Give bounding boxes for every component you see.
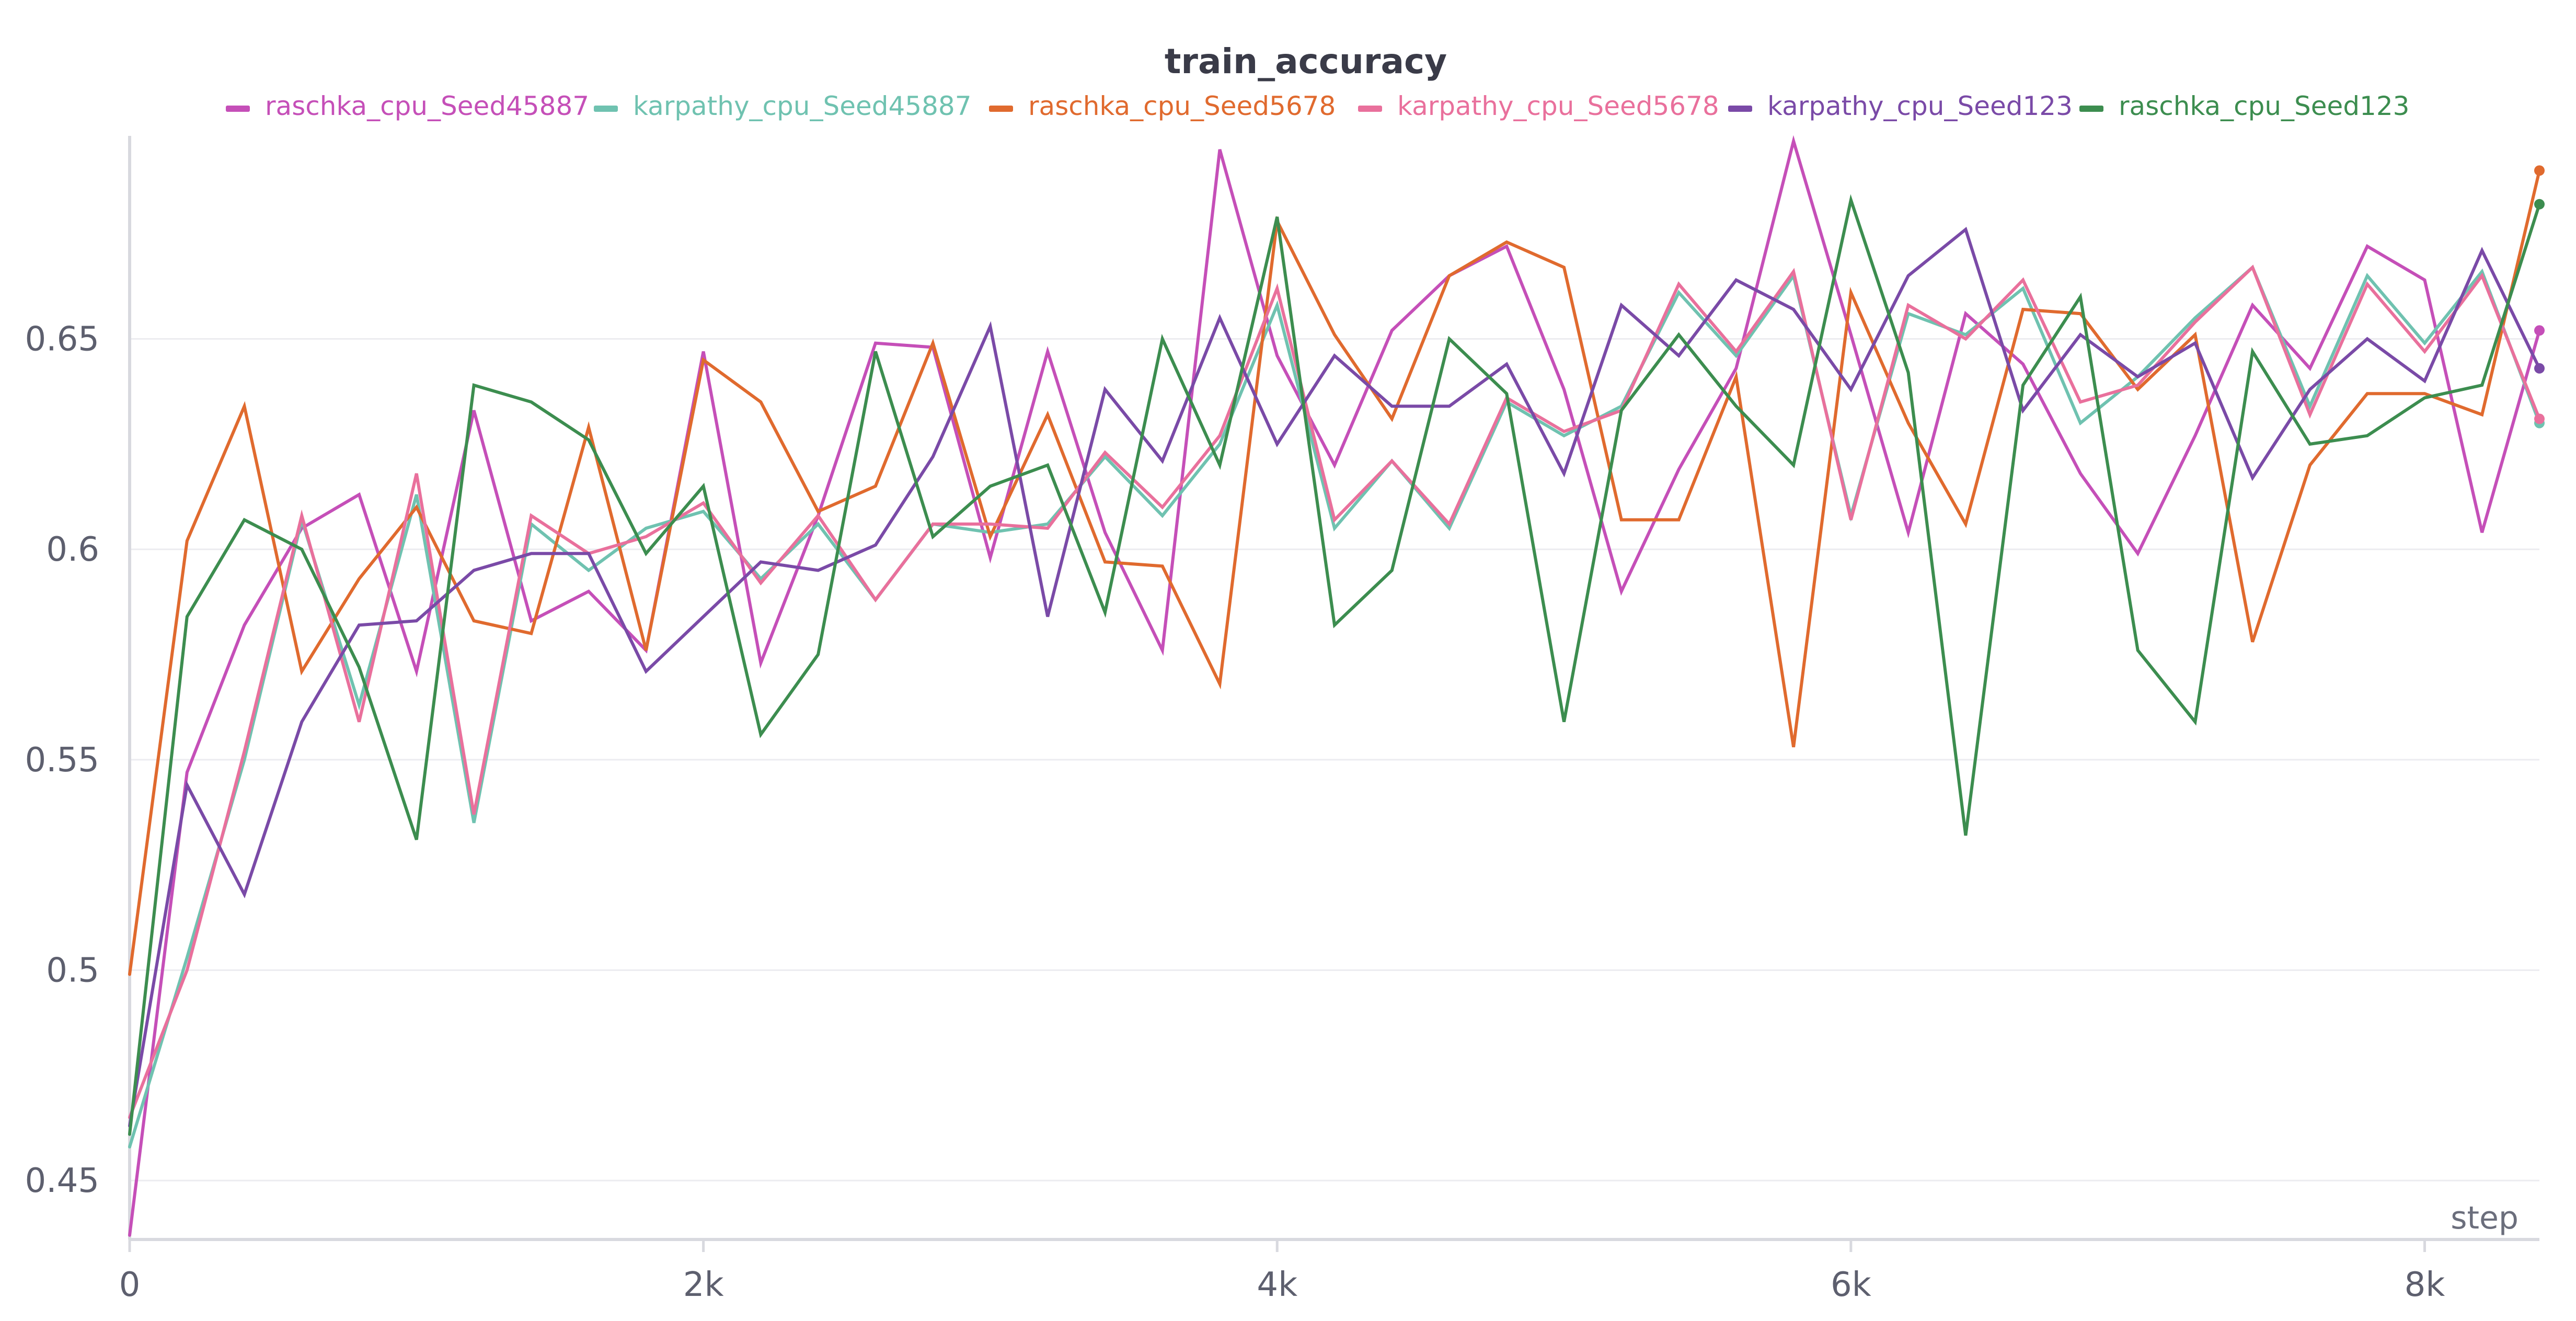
x-tick-label: 6k — [1831, 1266, 1871, 1304]
legend-label: raschka_cpu_Seed123 — [2119, 91, 2410, 121]
legend-swatch — [594, 106, 618, 112]
legend-label: karpathy_cpu_Seed5678 — [1397, 91, 1719, 121]
legend: raschka_cpu_Seed45887 karpathy_cpu_Seed45… — [226, 91, 2410, 121]
y-tick-label: 0.6 — [46, 530, 99, 569]
series-endpoint-karpathy_cpu_Seed123 — [2534, 363, 2545, 374]
series-endpoint-karpathy_cpu_Seed5678 — [2534, 413, 2545, 424]
y-tick-label: 0.65 — [25, 320, 100, 359]
legend-label: raschka_cpu_Seed45887 — [265, 91, 589, 121]
series-lines — [128, 135, 2545, 1237]
series-line-karpathy_cpu_Seed123 — [128, 227, 2541, 1128]
x-tick-label: 8k — [2405, 1266, 2445, 1304]
legend-item[interactable]: raschka_cpu_Seed45887 — [226, 91, 589, 121]
series-endpoint-raschka_cpu_Seed5678 — [2534, 165, 2545, 176]
legend-swatch — [2079, 106, 2103, 112]
legend-item[interactable]: karpathy_cpu_Seed5678 — [1358, 91, 1719, 121]
series-line-karpathy_cpu_Seed45887 — [128, 264, 2541, 1149]
legend-item[interactable]: raschka_cpu_Seed5678 — [989, 91, 1336, 121]
series-line-raschka_cpu_Seed5678 — [128, 169, 2541, 976]
series-endpoint-raschka_cpu_Seed45887 — [2534, 325, 2545, 336]
legend-swatch — [226, 106, 250, 112]
series-line-raschka_cpu_Seed123 — [128, 194, 2541, 1136]
x-tick-label: 4k — [1257, 1266, 1297, 1304]
legend-swatch — [989, 106, 1013, 112]
legend-item[interactable]: karpathy_cpu_Seed45887 — [594, 91, 972, 121]
legend-swatch — [1358, 106, 1382, 112]
axes: 0.45 0.5 0.55 0.6 0.65 0 2k 4k 6k 8k — [25, 136, 2539, 1304]
legend-label: karpathy_cpu_Seed123 — [1767, 91, 2073, 121]
legend-item[interactable]: raschka_cpu_Seed123 — [2079, 91, 2410, 121]
legend-label: karpathy_cpu_Seed45887 — [633, 91, 972, 121]
gridlines — [130, 338, 2539, 1181]
y-tick-label: 0.45 — [25, 1162, 100, 1200]
series-endpoint-raschka_cpu_Seed123 — [2534, 199, 2545, 210]
x-tick-label: 0 — [119, 1266, 141, 1304]
legend-label: raschka_cpu_Seed5678 — [1028, 91, 1336, 121]
series-line-raschka_cpu_Seed45887 — [128, 135, 2541, 1237]
series-line-karpathy_cpu_Seed5678 — [128, 264, 2541, 1119]
legend-item[interactable]: karpathy_cpu_Seed123 — [1728, 91, 2073, 121]
x-axis-label: step — [2451, 1200, 2518, 1236]
x-tick-label: 2k — [683, 1266, 724, 1304]
y-tick-label: 0.5 — [46, 952, 99, 990]
legend-swatch — [1728, 106, 1752, 112]
y-tick-label: 0.55 — [25, 741, 100, 780]
chart-title: train_accuracy — [1165, 41, 1447, 82]
